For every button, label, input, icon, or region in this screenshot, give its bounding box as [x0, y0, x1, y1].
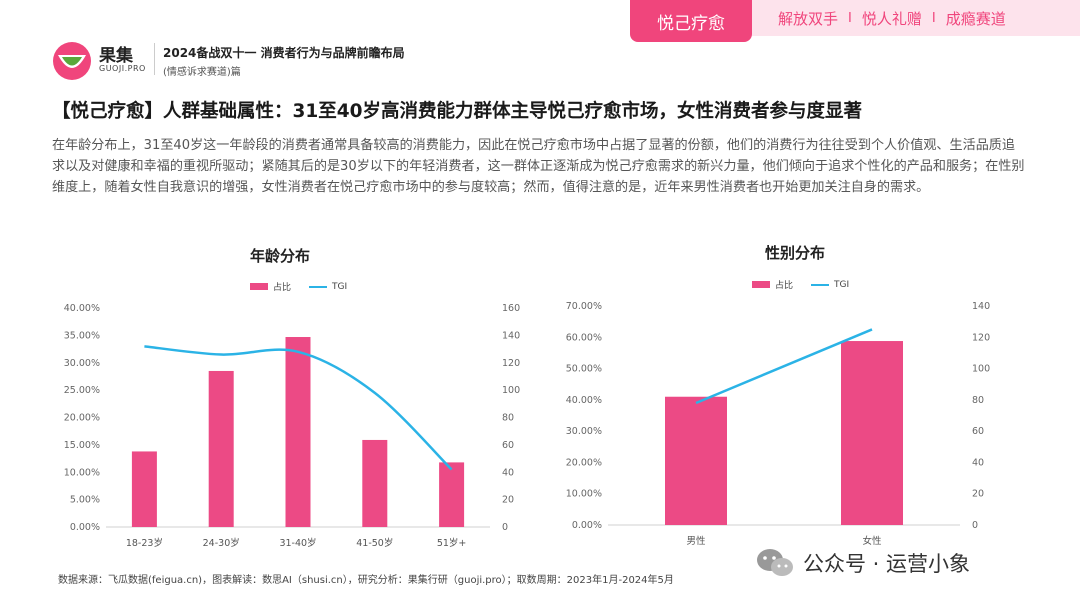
y-tick-right: 120: [502, 358, 520, 369]
y-tick-left: 40.00%: [566, 395, 602, 406]
y-tick-right: 160: [502, 303, 520, 314]
chart-gender: 0.00% 10.00% 20.00% 30.00% 40.00% 50.00% 60.00…: [566, 301, 990, 547]
tab-active[interactable]: 悦己疗愈: [630, 0, 752, 42]
tab-separator: I: [931, 10, 936, 26]
tab-liberate-hands[interactable]: 解放双手: [778, 9, 839, 28]
body-paragraph: 在年龄分布上，31至40岁这一年龄段的消费者通常具备较高的消费能力，因此在悦己疗…: [52, 138, 1025, 195]
y-tick-right: 40: [502, 467, 514, 478]
y-tick-right: 20: [502, 495, 514, 506]
y-tick-right: 80: [502, 413, 514, 424]
bar: [285, 337, 311, 527]
brand-name: 果集: [99, 46, 133, 66]
x-tick-label: 男性: [686, 535, 706, 547]
x-tick-label: 51岁+: [437, 537, 467, 549]
x-tick-label: 18-23岁: [126, 537, 163, 549]
y-tick-left: 5.00%: [70, 495, 100, 506]
y-tick-right: 100: [972, 364, 990, 375]
wechat-icon: [757, 549, 793, 576]
y-tick-right: 140: [502, 330, 520, 341]
y-tick-left: 10.00%: [566, 489, 602, 500]
bar: [665, 396, 727, 525]
tgi-line: [695, 328, 873, 405]
y-tick-left: 30.00%: [64, 358, 100, 369]
y-tick-left: 20.00%: [64, 413, 100, 424]
brand-name-en: GUOJI.PRO: [99, 64, 146, 73]
legend-age: 占比 TGI: [250, 280, 347, 293]
legend-bar-swatch: [250, 283, 268, 290]
y-tick-left: 35.00%: [64, 330, 100, 341]
y-tick-right: 20: [972, 489, 984, 500]
x-tick-label: 24-30岁: [203, 537, 240, 549]
y-tick-left: 15.00%: [64, 440, 100, 451]
y-tick-right: 80: [972, 395, 984, 406]
bar: [841, 341, 903, 525]
tgi-line: [144, 345, 453, 471]
tab-separator: I: [848, 10, 852, 26]
legend-bar-swatch: [752, 281, 770, 288]
y-tick-right: 60: [972, 426, 984, 437]
bar: [439, 462, 465, 527]
chart-title-gender: 性别分布: [764, 244, 825, 262]
bar: [208, 370, 234, 527]
x-tick-label: 41-50岁: [356, 537, 393, 549]
legend-gender: 占比 TGI: [752, 278, 849, 291]
legend-bar-label: 占比: [273, 283, 292, 293]
legend-line-swatch: [811, 283, 830, 286]
legend-bar-label: 占比: [775, 281, 794, 291]
legend-line-label: TGI: [332, 281, 348, 292]
header-divider: [154, 43, 155, 75]
brand-logo-icon: [53, 42, 91, 80]
y-tick-left: 30.00%: [566, 426, 602, 437]
data-source-note: 数据来源：飞瓜数据(feigua.cn)，图表解读：数思AI（shusi.cn）…: [58, 575, 674, 586]
y-tick-left: 20.00%: [566, 457, 602, 468]
x-tick-label: 31-40岁: [279, 537, 316, 549]
bar: [362, 439, 388, 527]
y-tick-left: 40.00%: [64, 303, 100, 314]
wechat-watermark: 公众号 · 运营小象: [755, 547, 970, 579]
y-tick-right: 40: [972, 457, 984, 468]
chart-age: 0.00% 5.00% 10.00% 15.00% 20.00% 25.00% 30.00%…: [64, 303, 520, 549]
y-tick-right: 0: [972, 520, 978, 531]
y-tick-left: 10.00%: [64, 467, 100, 478]
tab-gift[interactable]: 悦人礼赠: [861, 9, 922, 28]
y-tick-right: 0: [502, 522, 508, 533]
legend-line-label: TGI: [834, 279, 850, 290]
tab-active-label: 悦己疗愈: [657, 13, 725, 34]
y-tick-right: 100: [502, 385, 520, 396]
wechat-account-label: 公众号 · 运营小象: [803, 552, 971, 576]
y-tick-left: 60.00%: [566, 332, 602, 343]
legend-line-swatch: [309, 285, 328, 288]
x-tick-label: 女性: [862, 535, 882, 547]
chart-title-age: 年龄分布: [249, 247, 310, 265]
page-headline: 【悦己疗愈】人群基础属性：31至40岁高消费能力群体主导悦己疗愈市场，女性消费者…: [52, 101, 862, 122]
report-title: 2024备战双十一 消费者行为与品牌前瞻布局: [163, 46, 405, 60]
y-tick-right: 140: [972, 301, 990, 312]
tab-addiction[interactable]: 成瘾赛道: [945, 9, 1006, 28]
report-subtitle: (情感诉求赛道)篇: [163, 67, 241, 78]
bar: [131, 451, 157, 527]
y-tick-left: 0.00%: [572, 520, 602, 531]
y-tick-right: 120: [972, 332, 990, 343]
y-tick-left: 70.00%: [566, 301, 602, 312]
y-tick-right: 60: [502, 440, 514, 451]
tab-strip: 解放双手 I 悦人礼赠 I 成瘾赛道: [752, 0, 1080, 36]
y-tick-left: 25.00%: [64, 385, 100, 396]
y-tick-left: 50.00%: [566, 364, 602, 375]
y-tick-left: 0.00%: [70, 522, 100, 533]
